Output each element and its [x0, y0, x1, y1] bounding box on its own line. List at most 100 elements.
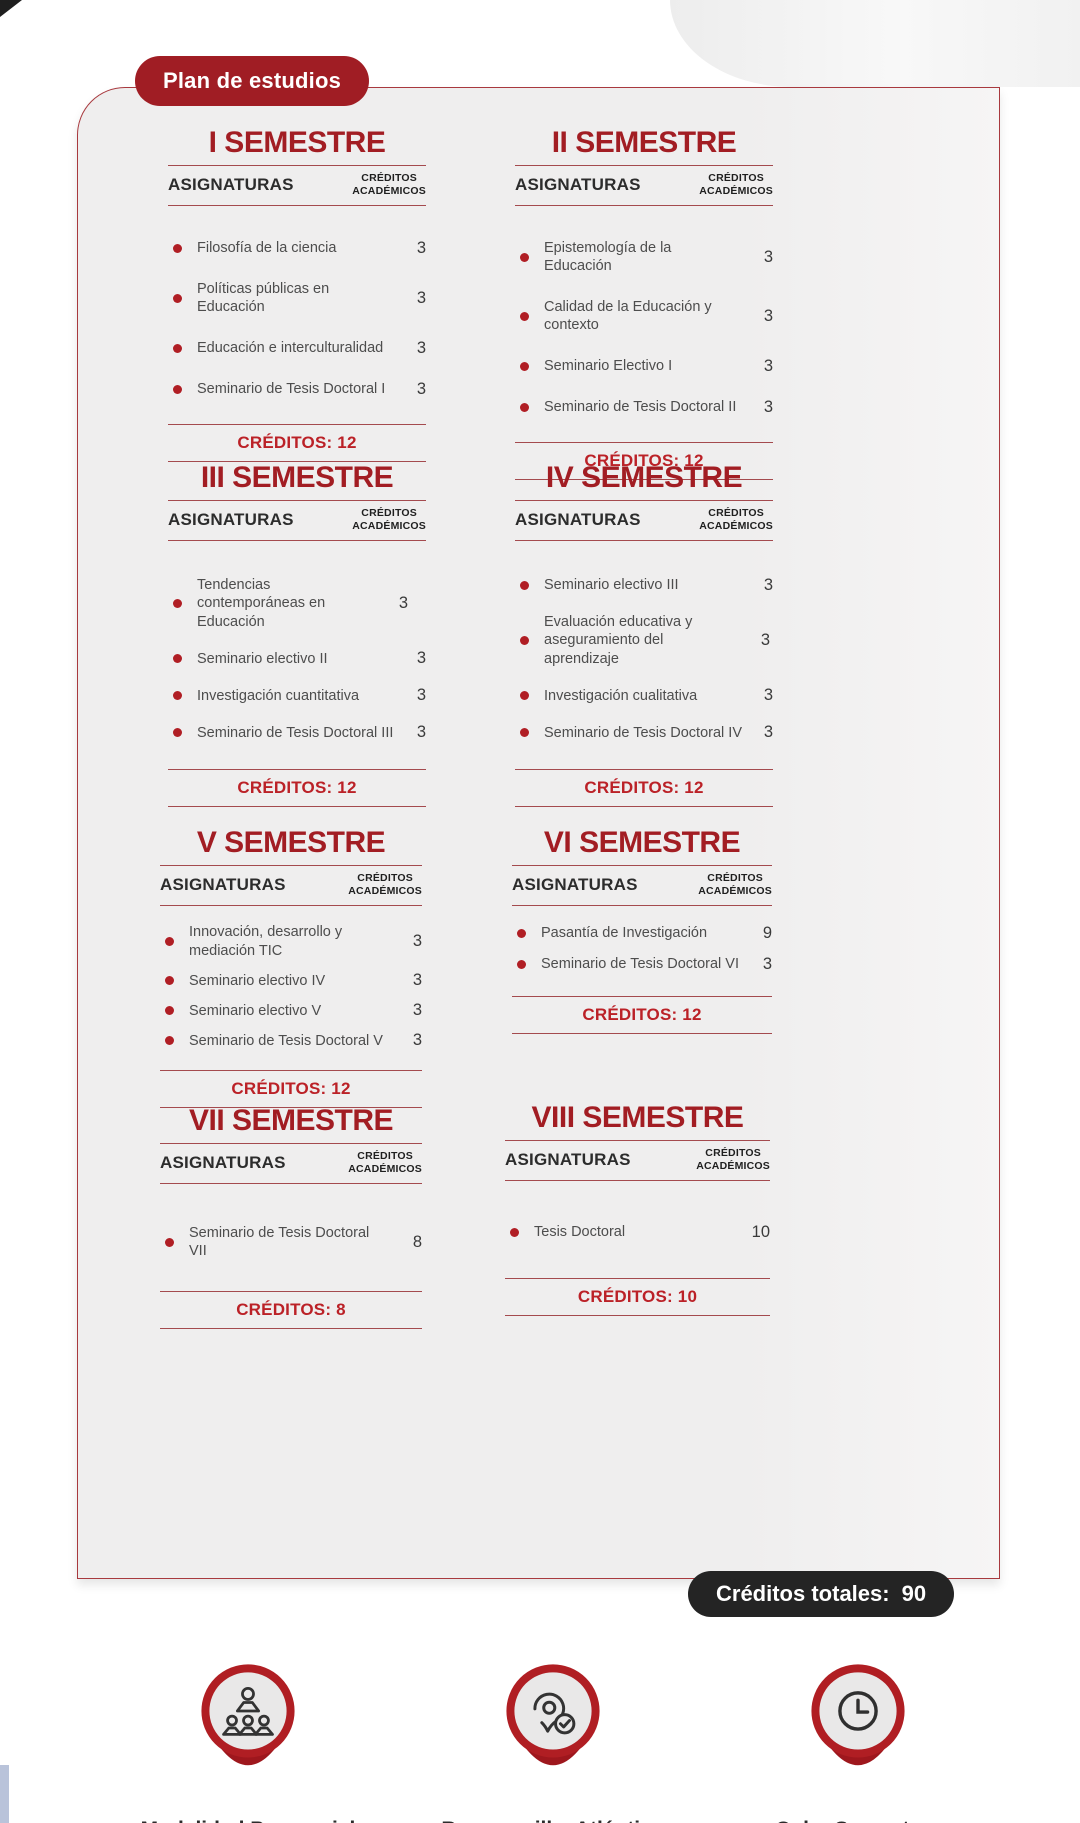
- course-name: Seminario de Tesis Doctoral IV: [544, 724, 742, 741]
- course-row: Innovación, desarrollo y mediación TIC 3: [160, 918, 422, 966]
- course-list: Seminario de Tesis Doctoral VII 8: [160, 1214, 422, 1271]
- course-credits: 9: [762, 923, 772, 942]
- bullet-icon: [520, 691, 529, 701]
- course-credits: 3: [398, 594, 408, 613]
- course-credits: 3: [412, 1001, 422, 1020]
- table-header: ASIGNATURAS CRÉDITOS ACADÉMICOS: [515, 166, 773, 205]
- divider: [505, 1314, 770, 1316]
- semester-total-label: CRÉDITOS: 12: [237, 778, 357, 798]
- feature-label: Barranquilla, Atlántico: [441, 1818, 664, 1823]
- divider: [515, 539, 773, 541]
- course-row: Seminario electivo II 3: [168, 640, 426, 677]
- bullet-icon: [173, 654, 182, 664]
- divider: [168, 164, 426, 166]
- divider: [168, 460, 426, 462]
- bullet-icon: [517, 959, 526, 969]
- column-asignaturas: ASIGNATURAS: [512, 875, 638, 895]
- semester-total-label: CRÉDITOS: 12: [584, 778, 704, 798]
- course-credits: 8: [412, 1232, 422, 1251]
- course-list: Seminario electivo III 3 Evaluación educ…: [515, 567, 773, 752]
- course-credits: 3: [763, 306, 773, 325]
- table-header: ASIGNATURAS CRÉDITOS ACADÉMICOS: [515, 501, 773, 540]
- course-row: Investigación cualitativa 3: [515, 677, 773, 714]
- course-row: Tesis Doctoral 10: [505, 1213, 770, 1252]
- feature-label: Ocho Semestres: [775, 1818, 941, 1823]
- divider: [515, 806, 773, 808]
- divider: [160, 1142, 422, 1144]
- bullet-icon: [517, 928, 526, 938]
- course-name: Educación e interculturalidad: [197, 340, 384, 357]
- left-edge-accent: [0, 1765, 9, 1823]
- column-creditos: CRÉDITOS ACADÉMICOS: [699, 506, 773, 533]
- divider: [168, 204, 426, 206]
- table-header: ASIGNATURAS CRÉDITOS ACADÉMICOS: [160, 1144, 422, 1183]
- course-row: Tendencias contemporáneas en Educación 3: [168, 567, 426, 641]
- divider: [515, 478, 773, 480]
- bullet-icon: [520, 580, 529, 590]
- bullet-icon: [520, 728, 529, 738]
- course-credits: 3: [763, 356, 773, 375]
- divider: [505, 1139, 770, 1141]
- column-creditos: CRÉDITOS ACADÉMICOS: [348, 1149, 422, 1176]
- divider: [160, 1106, 422, 1108]
- course-name: Seminario de Tesis Doctoral V: [189, 1032, 383, 1049]
- bullet-icon: [510, 1227, 519, 1237]
- column-creditos: CRÉDITOS ACADÉMICOS: [352, 171, 426, 198]
- course-row: Seminario de Tesis Doctoral VI 3: [512, 949, 772, 980]
- course-credits: 3: [763, 723, 773, 742]
- bullet-icon: [173, 343, 182, 353]
- semester-block-6: VI SEMESTRE ASIGNATURAS CRÉDITOS ACADÉMI…: [512, 827, 772, 1034]
- course-name: Seminario Electivo I: [544, 358, 673, 375]
- divider: [168, 423, 426, 425]
- top-right-decoration: [670, 0, 1080, 87]
- semester-total-label: CRÉDITOS: 8: [236, 1299, 346, 1319]
- semester-block-1: I SEMESTRE ASIGNATURAS CRÉDITOS ACADÉMIC…: [168, 127, 426, 462]
- semester-total: CRÉDITOS: 12: [168, 769, 426, 808]
- course-name: Seminario electivo II: [197, 650, 328, 667]
- course-list: Tendencias contemporáneas en Educación 3…: [168, 567, 426, 752]
- divider: [168, 769, 426, 771]
- bullet-icon: [520, 361, 529, 371]
- course-name: Seminario de Tesis Doctoral VII: [189, 1224, 370, 1260]
- bullet-icon: [165, 976, 174, 986]
- course-name: Investigación cuantitativa: [197, 687, 360, 704]
- bullet-icon: [173, 599, 182, 609]
- course-row: Filosofía de la ciencia 3: [168, 228, 426, 269]
- column-asignaturas: ASIGNATURAS: [505, 1150, 631, 1170]
- course-row: Calidad de la Educación y contexto 3: [515, 287, 773, 346]
- column-creditos: CRÉDITOS ACADÉMICOS: [699, 171, 773, 198]
- divider: [505, 1277, 770, 1279]
- divider: [505, 1179, 770, 1181]
- total-credits-label: Créditos totales:: [716, 1581, 890, 1606]
- course-row: Seminario electivo V 3: [160, 996, 422, 1026]
- semester-block-2: II SEMESTRE ASIGNATURAS CRÉDITOS ACADÉMI…: [515, 127, 773, 480]
- plan-panel: [77, 87, 1000, 1579]
- divider: [160, 1069, 422, 1071]
- course-row: Investigación cuantitativa 3: [168, 677, 426, 714]
- divider: [512, 864, 772, 866]
- semester-total: CRÉDITOS: 12: [515, 769, 773, 808]
- semester-block-3: III SEMESTRE ASIGNATURAS CRÉDITOS ACADÉM…: [168, 462, 426, 808]
- semester-total: CRÉDITOS: 12: [512, 995, 772, 1034]
- bullet-icon: [520, 311, 529, 321]
- semester-block-4: IV SEMESTRE ASIGNATURAS CRÉDITOS ACADÉMI…: [515, 462, 773, 808]
- divider: [515, 204, 773, 206]
- course-row: Seminario de Tesis Doctoral II 3: [515, 387, 773, 428]
- semester-title: VI SEMESTRE: [543, 826, 741, 859]
- column-creditos: CRÉDITOS ACADÉMICOS: [696, 1146, 770, 1173]
- course-credits: 3: [412, 971, 422, 990]
- course-name: Innovación, desarrollo y mediación TIC: [189, 924, 343, 959]
- course-row: Seminario de Tesis Doctoral V 3: [160, 1026, 422, 1056]
- course-credits: 3: [412, 1031, 422, 1050]
- course-name: Seminario de Tesis Doctoral I: [197, 381, 386, 398]
- course-row: Educación e interculturalidad 3: [168, 328, 426, 369]
- course-credits: 3: [763, 397, 773, 416]
- course-list: Tesis Doctoral 10: [505, 1213, 770, 1252]
- course-row: Seminario de Tesis Doctoral III 3: [168, 714, 426, 751]
- course-row: Políticas públicas en Educación 3: [168, 269, 426, 328]
- feature-modalidad: Modalidad Presencial: [98, 1662, 398, 1823]
- semester-title: VIII SEMESTRE: [531, 1101, 744, 1134]
- divider: [512, 995, 772, 997]
- course-name: Seminario electivo IV: [189, 972, 326, 989]
- course-name: Calidad de la Educación y contexto: [544, 298, 712, 334]
